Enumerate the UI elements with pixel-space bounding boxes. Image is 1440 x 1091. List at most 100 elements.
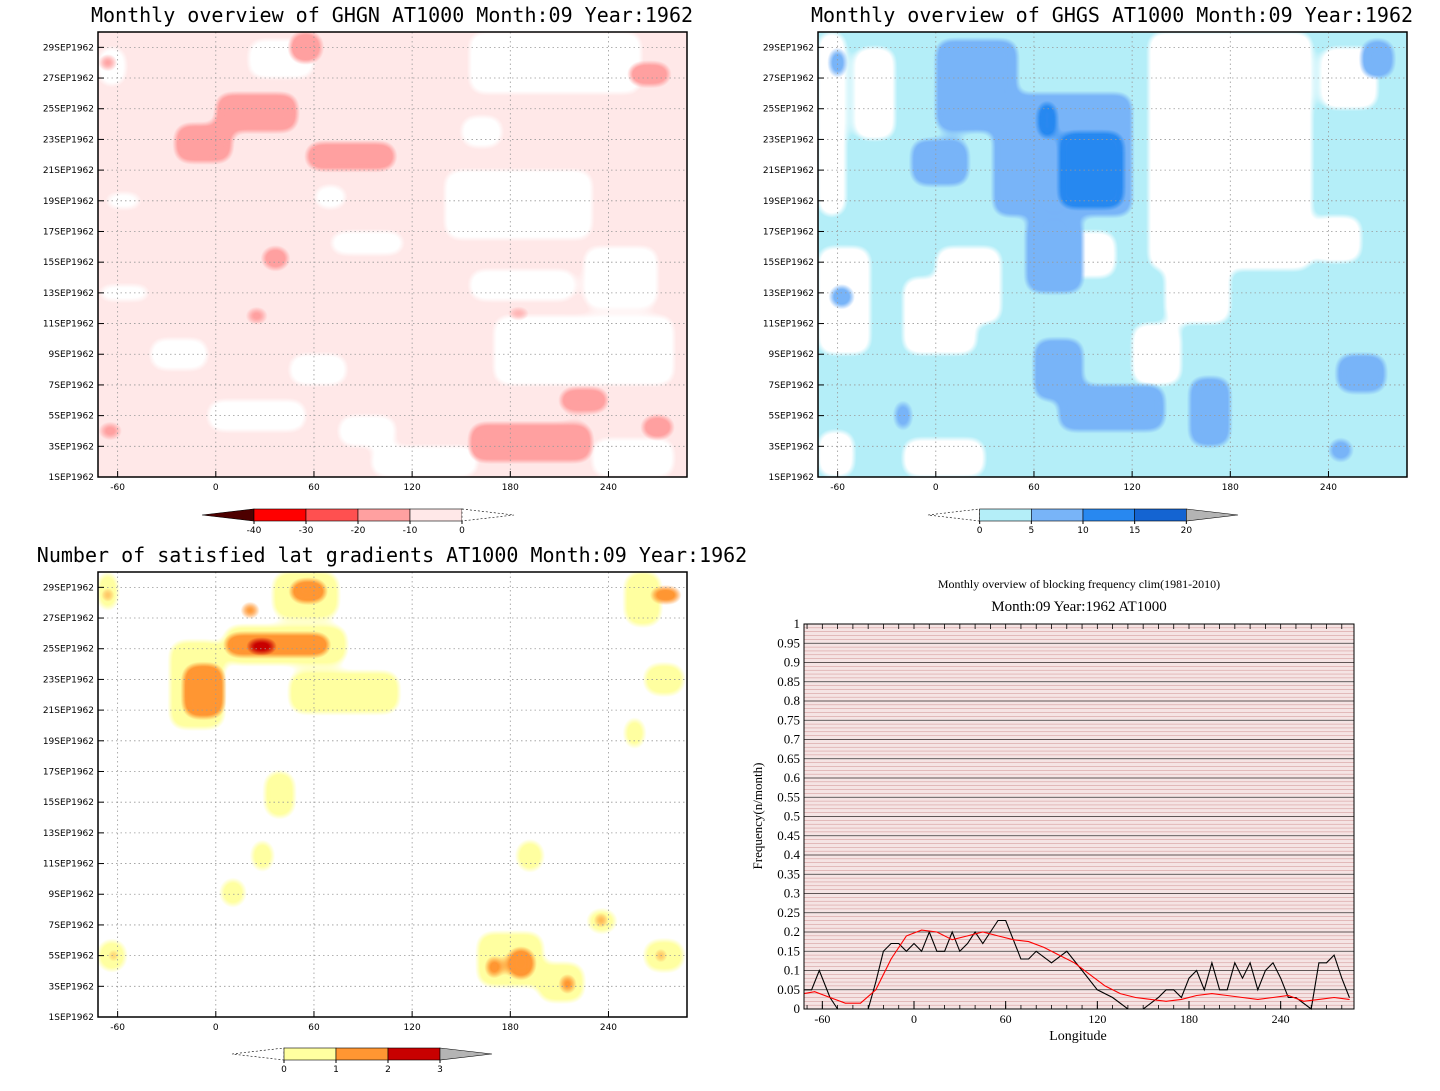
colorbar-segment <box>305 508 359 522</box>
series-point <box>1349 998 1350 1000</box>
y-tick-label: 3SEP1962 <box>769 442 814 452</box>
series-point <box>936 950 938 952</box>
contour-region <box>98 285 151 301</box>
contour-region <box>104 193 143 209</box>
contour-region <box>289 579 328 603</box>
x-tick-label: 60 <box>308 1023 320 1033</box>
series-point <box>1257 989 1259 991</box>
colorbar-segment <box>409 508 463 522</box>
y-tick-label: 0.75 <box>777 712 800 727</box>
series-point <box>1089 973 1091 975</box>
x-tick-label: 120 <box>404 483 421 493</box>
contour-region <box>628 62 671 86</box>
series-point <box>1066 950 1068 952</box>
series-point <box>1287 995 1289 996</box>
x-tick-label: 0 <box>933 483 939 493</box>
series-point <box>860 1002 861 1004</box>
series-point <box>1150 998 1152 1000</box>
y-tick-label: 1SEP1962 <box>49 1013 94 1023</box>
colorbar-label: -10 <box>403 526 418 536</box>
series-point <box>1303 1000 1304 1002</box>
y-tick-label: 5SEP1962 <box>49 412 94 422</box>
series-point <box>1180 997 1182 998</box>
plot-frame <box>803 623 1355 1010</box>
series-point <box>905 935 907 937</box>
series-point <box>1318 998 1320 1000</box>
contour-region <box>1164 246 1231 324</box>
contour-region <box>1058 131 1124 209</box>
y-tick-label: 29SEP1962 <box>43 583 94 593</box>
colorbar: -40 -30 -20 -10 0 <box>201 508 515 536</box>
y-tick-label: 17SEP1962 <box>43 227 94 237</box>
colorbar-segment <box>1031 508 1084 522</box>
contour-region <box>644 664 684 695</box>
y-tick-label: 0.05 <box>777 982 800 997</box>
series-point <box>844 1002 846 1004</box>
contour-region <box>215 93 298 132</box>
series-point <box>951 931 953 933</box>
colorbar-label: 0 <box>977 526 983 536</box>
series-point <box>1081 970 1083 971</box>
colorbar: 0 1 2 3 <box>231 1047 493 1075</box>
x-tick-label: 240 <box>1272 1012 1290 1026</box>
contour-region <box>516 840 544 872</box>
colorbar-end <box>461 508 515 522</box>
series-point <box>1051 962 1052 964</box>
major-grid <box>804 623 1354 1010</box>
y-tick-label: 27SEP1962 <box>43 614 94 624</box>
y-tick-label: 13SEP1962 <box>43 289 94 299</box>
colorbar-segment <box>439 1047 493 1061</box>
colorbar-label: -30 <box>299 526 314 536</box>
grid <box>818 32 1407 478</box>
y-tick-label: 0.4 <box>784 847 801 862</box>
x-tick-label: -60 <box>110 483 125 493</box>
contour-region <box>593 912 609 928</box>
series-point <box>1028 941 1029 943</box>
contour-region <box>911 139 969 186</box>
series-point <box>1211 993 1213 994</box>
series-point <box>890 958 892 960</box>
y-tick-label: 11SEP1962 <box>763 320 814 330</box>
series-point <box>1158 997 1159 998</box>
series-point <box>1196 970 1198 971</box>
series-point <box>1272 962 1274 964</box>
series-point <box>1035 950 1037 952</box>
contour-region <box>264 771 295 818</box>
colorbar-segment <box>1134 508 1187 522</box>
y-tick-label: 0.25 <box>777 905 800 920</box>
colorbar-label: 2 <box>385 1065 391 1075</box>
y-tick-label: 0.6 <box>784 770 801 785</box>
colorbar-end <box>231 1047 285 1061</box>
series-point <box>959 950 961 952</box>
series-point <box>875 989 877 991</box>
series-point <box>898 943 900 944</box>
contour-region <box>1328 438 1354 462</box>
y-tick-label: 29SEP1962 <box>763 43 814 53</box>
contour-region <box>894 400 912 431</box>
contour-region <box>853 47 895 140</box>
y-tick-label: 0 <box>794 1001 801 1016</box>
contour-region <box>1361 39 1394 79</box>
colorbar-segment <box>253 508 307 522</box>
contour-region <box>818 430 854 477</box>
x-tick-label: 60 <box>1000 1012 1012 1026</box>
contour-region <box>98 55 118 71</box>
contour-region <box>245 308 269 324</box>
y-tick-label: 21SEP1962 <box>763 166 814 176</box>
y-tick-label: 29SEP1962 <box>43 43 94 53</box>
series-point <box>1119 993 1121 994</box>
contour-panel-1: Monthly overview of GHGS AT1000 Month:09… <box>763 3 1413 536</box>
series-point <box>944 950 945 952</box>
x-tick-label: -60 <box>110 1023 125 1033</box>
colorbar-segment <box>335 1047 389 1061</box>
x-tick-label: 120 <box>404 1023 421 1033</box>
contour-level-2 <box>98 32 674 462</box>
contour-region <box>313 185 347 209</box>
plot-frame <box>97 571 688 1018</box>
y-tick-label: 0.35 <box>777 866 800 881</box>
series-point <box>997 935 999 937</box>
series-point <box>1272 997 1274 998</box>
series-point <box>967 943 968 944</box>
line-panel: Monthly overview of blocking frequency c… <box>750 577 1355 1044</box>
series-point <box>1242 997 1243 998</box>
